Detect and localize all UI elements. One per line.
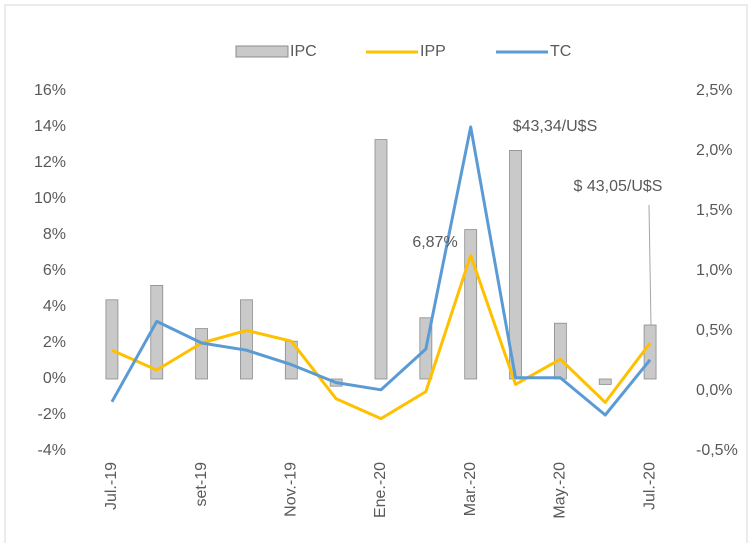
legend-label: TC — [550, 43, 571, 60]
y2-tick-label: 1,5% — [696, 202, 732, 219]
annotation: 6,87% — [412, 234, 457, 251]
x-tick-label: Jul.-19 — [103, 462, 120, 510]
bar — [105, 299, 119, 380]
y-tick-label: 12% — [34, 154, 66, 171]
y-tick-label: 10% — [34, 190, 66, 207]
legend-swatch — [235, 45, 289, 58]
y-tick-label: 6% — [43, 262, 66, 279]
y-tick-label: 0% — [43, 370, 66, 387]
bar — [643, 324, 657, 380]
bar — [509, 149, 522, 380]
bar — [598, 378, 612, 385]
y2-tick-label: -0,5% — [696, 442, 738, 459]
x-tick-label: Mar.-20 — [462, 462, 479, 516]
y-tick-label: 14% — [34, 118, 66, 135]
legend-label: IPP — [420, 43, 446, 60]
bar — [150, 284, 164, 380]
y-tick-label: 4% — [43, 298, 66, 315]
y-tick-label: 8% — [43, 226, 66, 243]
bar — [240, 299, 253, 380]
x-tick-label: Jul.-20 — [641, 462, 658, 510]
y2-tick-label: 0,0% — [696, 382, 732, 399]
y2-tick-label: 0,5% — [696, 322, 732, 339]
y-tick-label: 2% — [43, 334, 66, 351]
bar — [374, 139, 388, 380]
bar — [553, 322, 567, 380]
x-tick-label: Nov.-19 — [283, 462, 300, 517]
y-tick-label: -2% — [38, 406, 66, 423]
bar — [464, 229, 478, 380]
y-tick-label: -4% — [38, 442, 66, 459]
y2-tick-label: 2,5% — [696, 82, 732, 99]
y-tick-label: 16% — [34, 82, 66, 99]
y2-tick-label: 2,0% — [696, 142, 732, 159]
annotation: $ 43,05/U$S — [574, 178, 663, 195]
x-tick-label: Ene.-20 — [372, 462, 389, 518]
y2-tick-label: 1,0% — [696, 262, 732, 279]
leader-line — [648, 204, 652, 328]
annotation: $43,34/U$S — [513, 118, 598, 135]
bar — [195, 328, 209, 380]
x-tick-label: May.-20 — [552, 462, 569, 519]
legend-label: IPC — [290, 43, 317, 60]
x-tick-label: set-19 — [193, 462, 210, 507]
line — [110, 125, 652, 417]
